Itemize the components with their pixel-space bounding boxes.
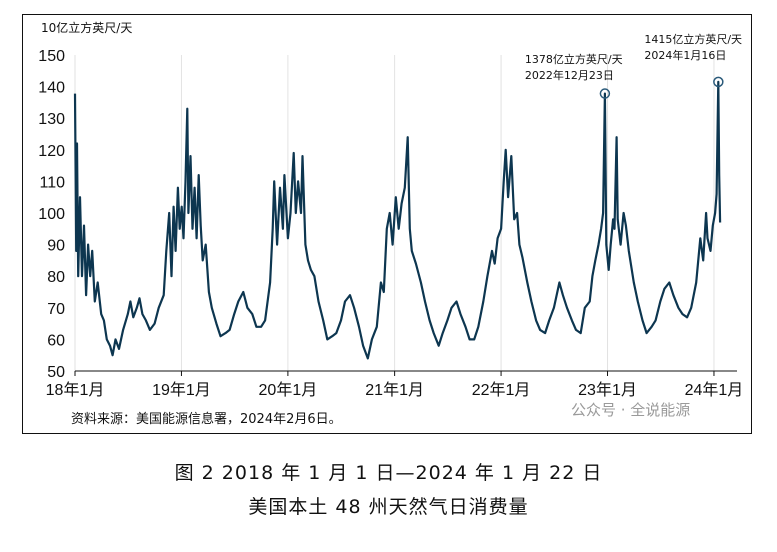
y-tick-label: 60 bbox=[47, 332, 65, 349]
peak-annotation-label: 1415亿立方英尺/天 bbox=[644, 32, 742, 46]
source-note: 资料来源：美国能源信息署，2024年2月6日。 bbox=[71, 411, 342, 427]
figure-caption-title: 图 2 2018 年 1 月 1 日—2024 年 1 月 22 日 bbox=[174, 462, 603, 484]
y-tick-label: 150 bbox=[38, 48, 65, 65]
y-axis-unit-label: 10亿立方英尺/天 bbox=[41, 20, 132, 35]
y-tick-label: 130 bbox=[38, 111, 65, 128]
y-tick-label: 80 bbox=[47, 269, 65, 286]
peak-annotation-label: 2024年1月16日 bbox=[644, 48, 726, 62]
x-tick-label: 21年1月 bbox=[365, 381, 424, 399]
x-tick-label: 19年1月 bbox=[152, 381, 211, 399]
y-tick-label: 110 bbox=[39, 174, 65, 191]
x-tick-label: 18年1月 bbox=[46, 381, 105, 399]
figure-caption-subtitle: 美国本土 48 州天然气日消费量 bbox=[248, 496, 529, 518]
y-tick-label: 120 bbox=[38, 143, 65, 160]
watermark-text: 公众号 · 全说能源 bbox=[571, 401, 690, 419]
y-tick-label: 70 bbox=[47, 301, 65, 318]
x-tick-label: 20年1月 bbox=[259, 381, 318, 399]
chart-svg: 18年1月 19年1月 20年1月 21年1月 22年1月 23年1月 24年1月 50 60 7… bbox=[38, 20, 744, 427]
peak-marker-circle bbox=[713, 76, 724, 88]
y-tick-label: 90 bbox=[47, 238, 65, 255]
y-tick-label: 140 bbox=[38, 80, 65, 97]
consumption-series-line bbox=[73, 80, 722, 360]
peak-annotation-label: 2022年12月23日 bbox=[525, 68, 614, 82]
y-tick-label: 50 bbox=[47, 364, 65, 381]
y-tick-label: 100 bbox=[38, 206, 65, 223]
x-tick-label: 24年1月 bbox=[685, 381, 744, 399]
chart-frame: 18年1月 19年1月 20年1月 21年1月 22年1月 23年1月 24年1月 50 60 7… bbox=[22, 14, 752, 434]
peak-annotation-label: 1378亿立方英尺/天 bbox=[525, 52, 623, 66]
peak-marker-circle bbox=[599, 88, 611, 99]
x-tick-label: 22年1月 bbox=[472, 381, 531, 399]
x-tick-label: 23年1月 bbox=[578, 381, 637, 399]
